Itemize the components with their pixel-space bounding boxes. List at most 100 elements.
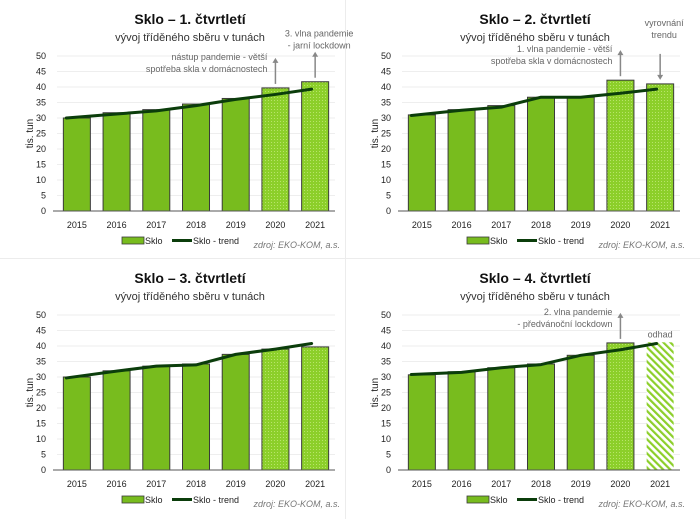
x-tick-label: 2019 bbox=[571, 220, 591, 230]
bar-2018 bbox=[181, 363, 211, 471]
annotation-text: nástup pandemie - větší bbox=[171, 52, 268, 62]
y-tick-label: 25 bbox=[36, 388, 46, 398]
y-axis-label: tis. tun bbox=[370, 119, 381, 148]
x-tick-label: 2020 bbox=[610, 220, 630, 230]
chart-subtitle: vývoj tříděného sběru v tunách bbox=[460, 291, 610, 303]
bar-2018 bbox=[526, 96, 556, 212]
annotation-text: vyrovnání bbox=[645, 18, 685, 28]
bar-2018 bbox=[526, 363, 556, 471]
x-tick-label: 2018 bbox=[531, 479, 551, 489]
chart-title: Sklo – 1. čtvrtletí bbox=[134, 11, 246, 27]
x-tick-label: 2015 bbox=[412, 220, 432, 230]
chart-subtitle: vývoj tříděného sběru v tunách bbox=[460, 32, 610, 44]
x-tick-label: 2020 bbox=[610, 479, 630, 489]
x-tick-label: 2016 bbox=[107, 479, 127, 489]
x-tick-label: 2021 bbox=[650, 220, 670, 230]
bar-2019 bbox=[566, 354, 595, 471]
legend-label-trend: Sklo - trend bbox=[193, 495, 239, 505]
chart-panel-q3: Sklo – 3. čtvrtletí vývoj tříděného sběru… bbox=[0, 259, 345, 517]
bar-2021 bbox=[646, 83, 675, 212]
y-tick-label: 25 bbox=[381, 129, 391, 139]
bar-2017 bbox=[487, 105, 516, 212]
y-tick-label: 20 bbox=[36, 144, 46, 154]
y-tick-label: 30 bbox=[36, 113, 46, 123]
x-tick-label: 2017 bbox=[146, 220, 166, 230]
chart-title: Sklo – 3. čtvrtletí bbox=[134, 270, 246, 286]
bar-2015 bbox=[407, 374, 436, 471]
arrow-up-icon bbox=[272, 57, 279, 63]
y-tick-label: 45 bbox=[36, 326, 46, 336]
x-tick-label: 2021 bbox=[305, 479, 325, 489]
bar-2021 bbox=[301, 81, 330, 212]
legend-label-sklo: Sklo bbox=[490, 236, 508, 246]
chart-subtitle: vývoj tříděného sběru v tunách bbox=[115, 291, 265, 303]
arrow-up-icon bbox=[617, 50, 624, 56]
legend-label-trend: Sklo - trend bbox=[538, 495, 584, 505]
x-tick-label: 2017 bbox=[491, 220, 511, 230]
legend-swatch-bar bbox=[121, 495, 145, 504]
trend-line bbox=[64, 87, 314, 120]
y-tick-label: 25 bbox=[381, 388, 391, 398]
y-tick-label: 10 bbox=[36, 434, 46, 444]
y-tick-label: 30 bbox=[381, 372, 391, 382]
y-tick-label: 10 bbox=[381, 434, 391, 444]
legend-label-trend: Sklo - trend bbox=[538, 236, 584, 246]
legend-swatch-bar bbox=[466, 236, 490, 245]
x-tick-label: 2017 bbox=[491, 479, 511, 489]
bar-2016 bbox=[102, 112, 131, 212]
source-note: zdroj: EKO-KOM, a.s. bbox=[597, 499, 685, 509]
legend-label-sklo: Sklo bbox=[145, 236, 163, 246]
x-tick-label: 2015 bbox=[67, 220, 87, 230]
y-tick-label: 35 bbox=[36, 357, 46, 367]
y-tick-label: 35 bbox=[381, 98, 391, 108]
y-tick-label: 45 bbox=[381, 67, 391, 77]
y-tick-label: 50 bbox=[381, 51, 391, 61]
y-tick-label: 45 bbox=[381, 326, 391, 336]
y-tick-label: 15 bbox=[381, 419, 391, 429]
bar-2017 bbox=[142, 365, 171, 471]
arrow-up-icon bbox=[617, 312, 624, 318]
chart-panel-q4: Sklo – 4. čtvrtletí vývoj tříděného sběru… bbox=[345, 259, 690, 517]
y-tick-label: 10 bbox=[36, 175, 46, 185]
bar-2020 bbox=[606, 79, 635, 212]
annotation-text: spotřeba skla v domácnostech bbox=[146, 64, 268, 74]
bar-2017 bbox=[487, 367, 516, 471]
y-tick-label: 15 bbox=[36, 419, 46, 429]
trend-line bbox=[64, 342, 314, 380]
bar-2018 bbox=[181, 103, 211, 212]
y-tick-label: 0 bbox=[386, 206, 391, 216]
chart-panel-q1: Sklo – 1. čtvrtletí vývoj tříděného sběru… bbox=[0, 0, 353, 258]
annotation-text: - jarní lockdown bbox=[288, 41, 351, 51]
x-tick-label: 2016 bbox=[452, 479, 472, 489]
x-tick-label: 2018 bbox=[531, 220, 551, 230]
y-tick-label: 25 bbox=[36, 129, 46, 139]
annotation-text: odhad bbox=[648, 329, 673, 339]
y-tick-label: 10 bbox=[381, 175, 391, 185]
y-tick-label: 50 bbox=[36, 310, 46, 320]
y-axis-label: tis. tun bbox=[25, 378, 36, 407]
chart-title: Sklo – 4. čtvrtletí bbox=[479, 270, 591, 286]
bar-2019 bbox=[221, 353, 250, 471]
x-tick-label: 2021 bbox=[305, 220, 325, 230]
bar-2016 bbox=[102, 370, 131, 471]
y-axis-label: tis. tun bbox=[25, 119, 36, 148]
bar-2020 bbox=[261, 348, 290, 471]
x-tick-label: 2018 bbox=[186, 220, 206, 230]
bar-2016 bbox=[447, 371, 476, 471]
y-tick-label: 20 bbox=[381, 144, 391, 154]
source-note: zdroj: EKO-KOM, a.s. bbox=[597, 240, 685, 250]
y-tick-label: 50 bbox=[381, 310, 391, 320]
y-tick-label: 0 bbox=[41, 465, 46, 475]
chart-q2: Sklo – 2. čtvrtletí vývoj tříděného sběru… bbox=[370, 11, 685, 250]
bar-2017 bbox=[142, 109, 171, 212]
y-axis-label: tis. tun bbox=[370, 378, 381, 407]
arrow-down-icon bbox=[657, 74, 664, 80]
y-tick-label: 50 bbox=[36, 51, 46, 61]
legend-label-trend: Sklo - trend bbox=[193, 236, 239, 246]
source-note: zdroj: EKO-KOM, a.s. bbox=[252, 499, 340, 509]
y-tick-label: 30 bbox=[36, 372, 46, 382]
y-tick-label: 20 bbox=[381, 403, 391, 413]
arrow-up-icon bbox=[312, 51, 319, 57]
y-tick-label: 5 bbox=[41, 191, 46, 201]
x-tick-label: 2015 bbox=[67, 479, 87, 489]
